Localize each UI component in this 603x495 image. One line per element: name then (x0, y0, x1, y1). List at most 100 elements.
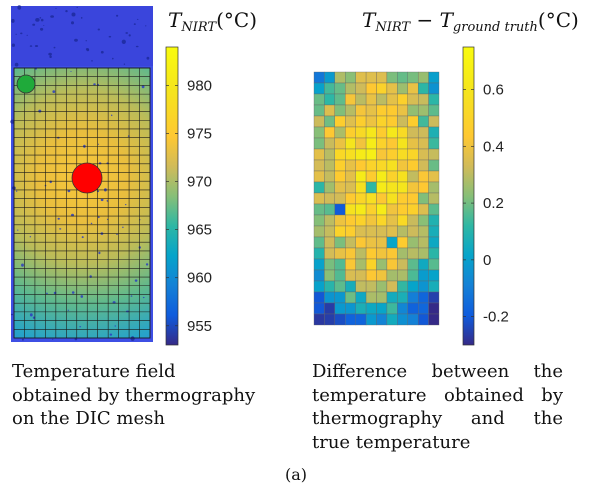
difference-cell (324, 269, 336, 282)
caption-line: Temperature field (12, 361, 176, 382)
colorbar-tick-label: 955 (187, 318, 212, 335)
difference-cell (397, 192, 408, 205)
difference-cell (407, 170, 419, 183)
speckle (52, 338, 54, 340)
difference-cell (324, 258, 336, 271)
difference-cell (428, 247, 440, 260)
difference-cell (324, 225, 336, 238)
difference-cell (355, 291, 367, 304)
right-colorbar (462, 46, 475, 346)
difference-cell (376, 181, 388, 194)
difference-cell (417, 126, 429, 139)
colorbar-tick-label: 980 (187, 77, 212, 94)
difference-cell (407, 82, 419, 95)
difference-cell (376, 82, 388, 95)
difference-cell (397, 93, 408, 106)
difference-cell (313, 258, 325, 271)
difference-cell (407, 225, 419, 238)
difference-cell (365, 159, 377, 172)
difference-cell (355, 225, 367, 238)
speckle (100, 198, 104, 202)
difference-cell (355, 269, 367, 282)
difference-cell (397, 225, 408, 238)
difference-cell (417, 71, 429, 84)
speckle (80, 295, 84, 298)
difference-cell (355, 313, 367, 326)
difference-cell (334, 82, 346, 95)
difference-cell (417, 269, 429, 282)
difference-grid (313, 71, 440, 326)
difference-cell (417, 93, 429, 106)
hot-spot-marker (71, 162, 103, 194)
difference-cell (355, 104, 367, 117)
difference-cell (417, 203, 429, 216)
difference-cell (324, 192, 336, 205)
caption-line: on the DIC mesh (12, 408, 165, 429)
difference-cell (365, 214, 377, 227)
difference-cell (334, 291, 346, 304)
difference-cell (386, 258, 398, 271)
difference-cell (428, 192, 440, 205)
speckle (49, 180, 52, 184)
colorbar-tick-label: -0.2 (483, 309, 509, 326)
left-temperature-panel: 955 960 965 970 975 980 (10, 5, 212, 346)
difference-cell (407, 280, 419, 293)
speckle (29, 313, 33, 317)
speckle (145, 263, 149, 266)
difference-cell (407, 269, 419, 282)
speckle (46, 292, 48, 295)
speckle (11, 43, 15, 47)
right-colorbar-title: TNIRT − Tground truth(°C) (362, 8, 579, 35)
difference-cell (365, 71, 377, 84)
difference-cell (417, 302, 429, 315)
difference-cell (386, 104, 398, 117)
speckle (29, 45, 33, 47)
speckle (71, 12, 76, 17)
difference-cell (345, 181, 356, 194)
difference-cell (397, 258, 408, 271)
difference-cell (365, 291, 377, 304)
difference-cell (345, 203, 356, 216)
difference-cell (334, 71, 346, 84)
difference-cell (386, 214, 398, 227)
difference-cell (376, 280, 388, 293)
difference-cell (355, 93, 367, 106)
speckle (32, 23, 36, 26)
speckle (21, 263, 24, 267)
difference-cell (334, 258, 346, 271)
speckle (67, 309, 69, 311)
difference-cell (313, 115, 325, 128)
difference-cell (386, 93, 398, 106)
difference-cell (417, 170, 429, 183)
difference-cell (428, 302, 440, 315)
difference-cell (313, 214, 325, 227)
difference-cell (407, 71, 419, 84)
difference-cell (345, 258, 356, 271)
difference-cell (324, 137, 336, 150)
speckle (116, 14, 119, 17)
difference-cell (397, 291, 408, 304)
difference-cell (407, 126, 419, 139)
difference-cell (313, 181, 325, 194)
difference-cell (417, 291, 429, 304)
caption-line: obtained by thermography (12, 384, 256, 406)
speckle (48, 52, 52, 56)
difference-cell (407, 181, 419, 194)
right-colorbar-ticks: -0.2 0 0.2 0.4 0.6 (463, 82, 509, 326)
difference-cell (428, 291, 440, 304)
difference-cell (313, 104, 325, 117)
difference-cell (345, 115, 356, 128)
speckle (125, 204, 127, 206)
figure-label: (a) (285, 465, 308, 484)
difference-cell (376, 148, 388, 161)
difference-cell (407, 159, 419, 172)
difference-cell (324, 203, 336, 216)
speckle (71, 21, 74, 25)
difference-cell (313, 126, 325, 139)
difference-cell (313, 71, 325, 84)
speckle (121, 39, 126, 44)
difference-cell (313, 280, 325, 293)
difference-cell (407, 313, 419, 326)
difference-cell (324, 104, 336, 117)
difference-cell (365, 181, 377, 194)
